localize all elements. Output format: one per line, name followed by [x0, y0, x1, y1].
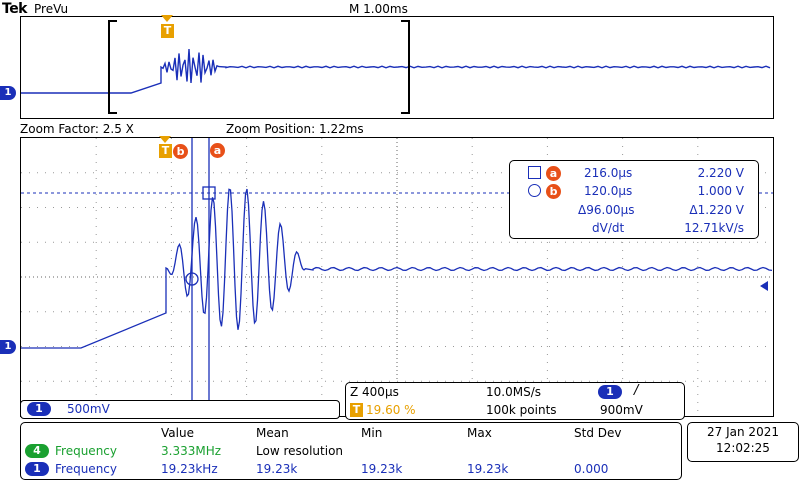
header-mean: Mean: [256, 426, 289, 440]
sample-rate: 10.0MS/s: [486, 385, 541, 399]
overview-trigger-arrow: [161, 15, 173, 22]
zoom-position: Zoom Position: 1.22ms: [226, 122, 364, 136]
square-cursor-icon: [528, 166, 541, 179]
overview-ch1-level-marker[interactable]: 1: [0, 86, 16, 100]
zoom-trigger-arrow: [159, 136, 171, 143]
overview-graticule: [21, 20, 771, 114]
ch4-badge: 4: [25, 444, 49, 458]
header-min: Min: [361, 426, 383, 440]
acquisition-mode: PreVu: [34, 2, 69, 16]
trigger-slope-icon: /: [634, 383, 639, 398]
circle-cursor-icon: [528, 184, 541, 197]
datetime-panel: 27 Jan 2021 12:02:25: [687, 422, 799, 462]
ch1-std-dev: 0.000: [574, 462, 609, 476]
zoom-trigger-marker[interactable]: T: [159, 144, 172, 158]
trigger-level-arrow[interactable]: [760, 281, 768, 291]
ch1-scale-readout[interactable]: 1 500mV: [20, 400, 340, 419]
overview-trigger-marker[interactable]: T: [161, 24, 174, 38]
cursor-b-circle: [185, 272, 199, 286]
zoom-trace: [21, 188, 773, 349]
cursor-b-badge: b: [546, 184, 561, 199]
record-length: 100k points: [486, 403, 557, 417]
ch1-min: 19.23k: [361, 462, 403, 476]
trigger-position: 19.60 %: [366, 403, 416, 417]
zoom-time-per-div: Z 400µs: [350, 385, 399, 399]
trigger-level: 900mV: [600, 403, 643, 417]
overview-waveform-panel[interactable]: [20, 16, 774, 119]
zoom-bracket-right: [401, 20, 410, 114]
slope-label: dV/dt: [592, 221, 625, 235]
header-value: Value: [161, 426, 194, 440]
ch1-mean: 19.23k: [256, 462, 298, 476]
trigger-pos-icon: T: [350, 403, 363, 417]
cursor-readout-panel[interactable]: a 216.0µs 2.220 V b 120.0µs 1.000 V Δ96.…: [509, 160, 759, 239]
ch4-value: 3.333MHz: [161, 444, 222, 458]
cursor-delta-time: Δ96.00µs: [578, 203, 635, 217]
cursor-a-time: 216.0µs: [584, 166, 633, 180]
cursor-b-marker[interactable]: b: [173, 144, 188, 159]
ch1-badge: 1: [27, 402, 51, 416]
cursor-a-badge: a: [546, 166, 561, 181]
header-std-dev: Std Dev: [574, 426, 622, 440]
brand-logo: Tek: [2, 1, 28, 17]
overview-trace: [21, 49, 771, 94]
zoom-factor: Zoom Factor: 2.5 X: [20, 122, 134, 136]
ch1-value: 19.23kHz: [161, 462, 218, 476]
cursor-a-marker[interactable]: a: [210, 143, 225, 158]
acquisition-readout[interactable]: Z 400µs 10.0MS/s 1 / T 19.60 % 100k poin…: [345, 382, 685, 420]
main-timebase: M 1.00ms: [349, 2, 408, 16]
measurement-panel[interactable]: Value Mean Min Max Std Dev 4 Frequency 3…: [20, 422, 682, 480]
zoom-ch1-level-marker[interactable]: 1: [0, 340, 16, 354]
ch1-measure-label: Frequency: [55, 462, 117, 476]
cursor-a-square: [202, 186, 216, 200]
ch4-measure-label: Frequency: [55, 444, 117, 458]
time-text: 12:02:25: [716, 441, 770, 455]
graticule-grid: [21, 138, 773, 416]
cursor-delta-volt: Δ1.220 V: [689, 203, 744, 217]
cursor-a-volt: 2.220 V: [697, 166, 744, 180]
header-max: Max: [467, 426, 492, 440]
date-text: 27 Jan 2021: [707, 425, 779, 439]
ch4-mean: Low resolution: [256, 444, 344, 458]
trigger-channel-badge: 1: [598, 385, 622, 399]
cursor-b-time: 120.0µs: [584, 184, 633, 198]
cursor-b-volt: 1.000 V: [697, 184, 744, 198]
ch1-max: 19.23k: [467, 462, 509, 476]
ch1-meas-badge: 1: [25, 462, 49, 476]
zoom-bracket-left: [108, 20, 117, 114]
slope-value: 12.71kV/s: [684, 221, 744, 235]
ch1-scale-value: 500mV: [67, 402, 110, 416]
